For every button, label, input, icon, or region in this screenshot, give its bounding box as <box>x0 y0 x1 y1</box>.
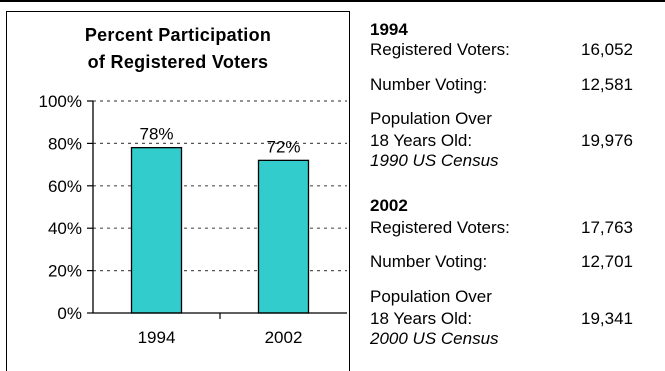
population-value-2002: 19,341 <box>581 309 633 328</box>
y-tick-label: 20% <box>48 262 82 281</box>
registered-voters-label-1994: Registered Voters: <box>370 40 510 59</box>
chart-title-line-2: of Registered Voters <box>87 52 269 72</box>
x-tick-label-2002: 2002 <box>265 328 303 347</box>
population-label-line2-1994: 18 Years Old: <box>370 131 473 150</box>
population-source-2002: 2000 US Census <box>370 329 499 348</box>
data-label-2002: 72% <box>266 137 300 156</box>
stats-panel: 1994 Registered Voters: 16,052 Number Vo… <box>360 0 665 371</box>
bar-2002 <box>257 159 310 314</box>
population-value-1994: 19,976 <box>581 131 633 150</box>
population-source-1994: 1990 US Census <box>370 151 499 170</box>
top-rule <box>0 0 665 2</box>
registered-voters-value-1994: 16,052 <box>581 40 633 59</box>
number-voting-label-1994: Number Voting: <box>370 75 488 94</box>
population-label-line1-1994: Population Over <box>370 109 492 128</box>
number-voting-value-1994: 12,581 <box>581 75 633 94</box>
chart-panel: Percent Participation of Registered Vote… <box>6 11 350 371</box>
population-label-line1-2002: Population Over <box>370 287 492 306</box>
data-label-1994: 78% <box>139 125 173 144</box>
x-tick-label-1994: 1994 <box>138 328 176 347</box>
bar-chart: 0% 20% 40% 60% 80% 100% 78% 1994 72% 2002 <box>39 92 347 347</box>
y-tick-label: 0% <box>57 304 82 323</box>
y-tick-label: 60% <box>48 177 82 196</box>
registered-voters-value-2002: 17,763 <box>581 218 633 237</box>
y-tick-label: 100% <box>39 92 82 111</box>
registered-voters-label-2002: Registered Voters: <box>370 218 510 237</box>
population-label-line2-2002: 18 Years Old: <box>370 309 473 328</box>
number-voting-label-2002: Number Voting: <box>370 252 488 271</box>
year-heading-2002: 2002 <box>370 196 408 215</box>
number-voting-value-2002: 12,701 <box>581 252 633 271</box>
chart-title-line-1: Percent Participation <box>84 25 272 45</box>
y-tick-label: 40% <box>48 219 82 238</box>
y-tick-label: 80% <box>48 134 82 153</box>
bar-1994 <box>130 146 183 314</box>
year-heading-1994: 1994 <box>370 20 408 39</box>
